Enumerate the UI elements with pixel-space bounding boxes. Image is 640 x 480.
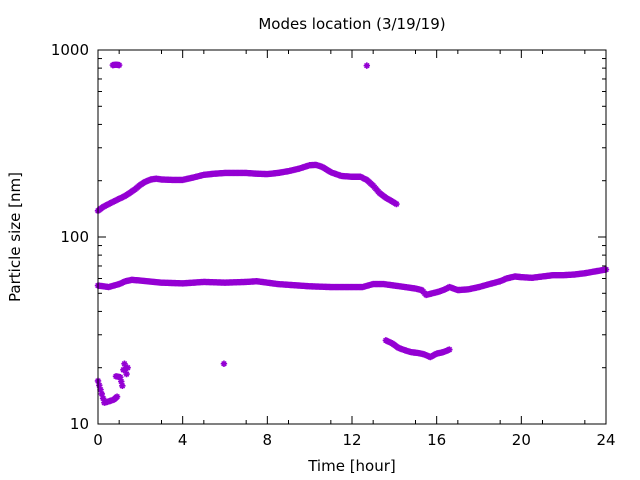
x-axis-label: Time [hour] [307,457,396,475]
x-tick-label: 12 [342,431,361,449]
x-tick-label: 24 [596,431,615,449]
x-tick-label: 4 [178,431,188,449]
data-point [120,366,127,373]
data-point [115,61,123,69]
data-points [94,61,610,406]
chart-title: Modes location (3/19/19) [258,15,445,33]
x-tick-label: 8 [263,431,273,449]
data-point [99,395,107,402]
y-axis-label: Particle size [nm] [6,172,24,302]
data-point [393,200,400,208]
x-tick-label: 20 [512,431,531,449]
data-point [96,382,103,389]
data-point [118,378,125,385]
data-point [363,62,371,69]
data-point [97,386,104,393]
data-point [113,393,121,400]
axis-ticks: 0 4 8 12 16 20 24 10 100 1000 [51,41,616,449]
x-tick-label: 0 [93,431,103,449]
y-tick-label: 100 [60,228,89,246]
data-point [123,370,130,378]
data-point [98,390,106,398]
x-tick-label: 16 [427,431,446,449]
data-point [124,364,131,371]
y-tick-label: 1000 [51,41,89,59]
data-point [117,373,124,381]
data-point [446,346,453,353]
data-point [121,360,128,367]
data-point [220,360,228,367]
y-tick-label: 10 [70,415,89,433]
data-point [119,382,126,390]
plot-frame [97,49,607,425]
